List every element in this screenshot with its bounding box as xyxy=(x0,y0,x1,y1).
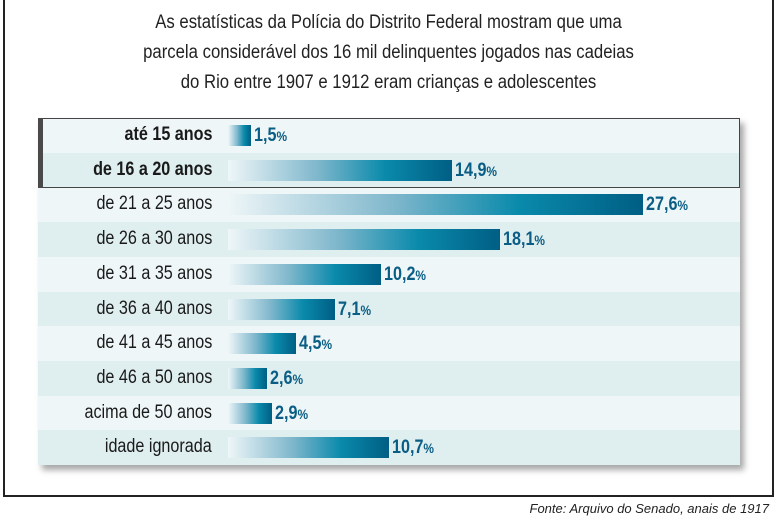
category-label: de 46 a 50 anos xyxy=(96,366,212,388)
bar-row: de 36 a 40 anos 7,1% xyxy=(38,291,740,328)
data-label-unit: % xyxy=(415,266,427,283)
bar-row: acima de 50 anos 2,9% xyxy=(38,396,740,431)
data-label-unit: % xyxy=(360,301,371,318)
bar xyxy=(228,194,644,216)
category-label: de 16 a 20 anos xyxy=(92,158,212,180)
data-label-value: 27,6 xyxy=(646,194,678,216)
bar xyxy=(228,367,268,389)
data-label: 7,1% xyxy=(338,292,371,328)
category-label: de 41 a 45 anos xyxy=(96,332,212,354)
data-label-unit: % xyxy=(677,197,689,214)
bar-row: de 46 a 50 anos 2,6% xyxy=(38,360,740,397)
data-label: 27,6% xyxy=(646,187,688,223)
bar-row: de 41 a 45 anos 4,5% xyxy=(38,326,740,361)
source-note: Fonte: Arquivo do Senado, anais de 1917 xyxy=(529,501,769,516)
title-line: parcela considerável dos 16 mil delinque… xyxy=(143,42,634,63)
highlight-box xyxy=(38,118,740,188)
category-label: até 15 anos xyxy=(124,124,212,145)
data-label-unit: % xyxy=(321,336,332,353)
data-label-value: 1,5 xyxy=(253,125,277,146)
bar xyxy=(228,298,335,320)
data-label-unit: % xyxy=(292,370,304,387)
data-label-unit: % xyxy=(423,440,434,457)
bar-row: de 26 a 30 anos 18,1% xyxy=(38,222,740,257)
bar xyxy=(228,229,501,251)
data-label-value: 14,9 xyxy=(455,159,487,181)
bar-row: até 15 anos 1,5% xyxy=(38,118,740,153)
category-label: idade ignorada xyxy=(105,436,212,458)
data-label-value: 4,5 xyxy=(298,333,322,355)
data-label: 18,1% xyxy=(503,222,545,258)
bar-row: de 31 a 35 anos 10,2% xyxy=(38,257,740,292)
title-line: As estatísticas da Polícia do Distrito F… xyxy=(155,12,622,33)
data-label: 2,6% xyxy=(270,361,303,397)
data-label-value: 2,6 xyxy=(270,367,293,389)
category-label: acima de 50 anos xyxy=(84,401,213,423)
data-label-value: 18,1 xyxy=(503,229,535,251)
bar-row: de 16 a 20 anos 14,9% xyxy=(38,152,740,189)
chart-frame xyxy=(3,0,774,497)
data-label-unit: % xyxy=(486,162,498,179)
data-label: 10,2% xyxy=(384,257,426,293)
data-label-unit: % xyxy=(276,128,287,144)
category-label: de 26 a 30 anos xyxy=(96,228,212,250)
bar-row: de 21 a 25 anos 27,6% xyxy=(38,187,740,222)
title-line: do Rio entre 1907 e 1912 eram crianças e… xyxy=(180,72,597,93)
bar xyxy=(228,333,296,355)
data-label-value: 2,9 xyxy=(274,402,298,424)
bar-row: idade ignorada 10,7% xyxy=(38,430,740,465)
data-label: 4,5% xyxy=(299,326,332,362)
category-label: de 31 a 35 anos xyxy=(96,262,212,284)
category-label: de 36 a 40 anos xyxy=(96,297,212,319)
data-label-value: 7,1 xyxy=(337,298,361,320)
chart-panel: até 15 anos 1,5% de 16 a 20 anos 14,9% de 21… xyxy=(38,118,740,465)
data-label-value: 10,2 xyxy=(384,263,416,285)
data-label-unit: % xyxy=(297,405,308,422)
bar xyxy=(228,437,389,459)
data-label: 1,5% xyxy=(254,118,287,154)
data-label-value: 10,7 xyxy=(391,437,424,459)
highlight-marker xyxy=(38,118,43,188)
category-label: de 21 a 25 anos xyxy=(96,193,212,215)
data-label: 10,7% xyxy=(392,430,434,466)
data-label-unit: % xyxy=(534,232,546,249)
bar xyxy=(228,159,453,181)
chart-title: As estatísticas da Polícia do Distrito F… xyxy=(47,8,731,98)
data-label: 14,9% xyxy=(455,153,497,189)
bar xyxy=(228,263,382,285)
bar xyxy=(228,402,272,424)
bar xyxy=(228,125,251,146)
data-label: 2,9% xyxy=(275,396,308,432)
